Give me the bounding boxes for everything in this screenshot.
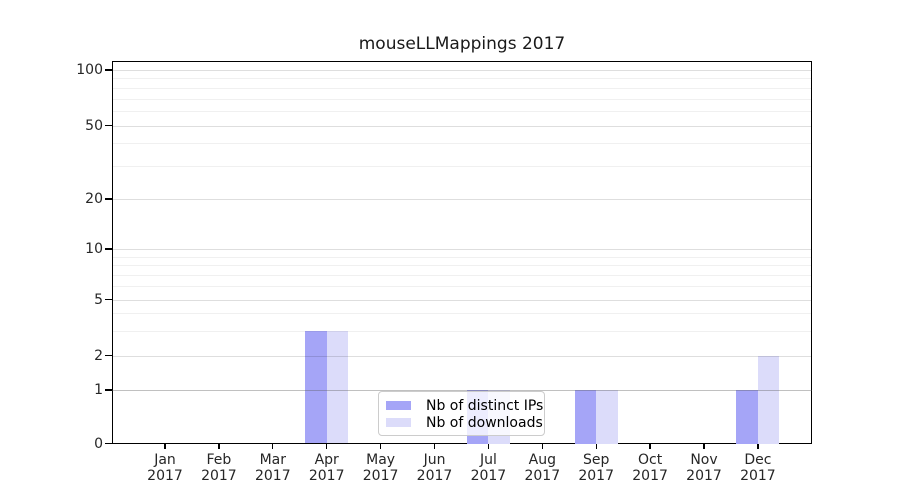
bar-nb-of-downloads-dec <box>757 355 780 444</box>
gridline-major-10 <box>112 249 812 250</box>
legend-item-nb-of-distinct-ips: Nb of distinct IPs <box>386 397 544 414</box>
gridline-major-20 <box>112 199 812 200</box>
x-tick-label-jul: Jul 2017 <box>470 452 507 484</box>
x-tick-mark-may <box>379 444 382 449</box>
y-tick-mark-0 <box>105 442 112 445</box>
gridline-minor-70 <box>112 98 812 100</box>
y-tick-label-100: 100 <box>76 62 103 78</box>
bar-nb-of-distinct-ips-apr <box>305 330 327 444</box>
gridline-minor-3 <box>112 330 812 332</box>
x-tick-label-jun: Jun 2017 <box>416 452 453 484</box>
x-tick-label-aug: Aug 2017 <box>524 452 561 484</box>
plot-area <box>112 61 812 444</box>
x-tick-label-feb: Feb 2017 <box>201 452 237 484</box>
gridline-major-50 <box>112 125 812 127</box>
y-tick-mark-50 <box>105 124 112 127</box>
gridline-minor-8 <box>112 265 812 267</box>
y-tick-label-0: 0 <box>94 435 103 452</box>
gridline-minor-9 <box>112 256 812 258</box>
x-tick-label-sep: Sep 2017 <box>578 452 614 484</box>
y-tick-mark-20 <box>105 198 112 200</box>
x-tick-mark-oct <box>649 444 651 449</box>
gridline-minor-90 <box>112 78 812 80</box>
y-tick-label-2: 2 <box>94 347 103 364</box>
x-tick-label-jan: Jan 2017 <box>147 452 183 484</box>
legend: Nb of distinct IPs Nb of downloads <box>378 391 545 436</box>
legend-swatch-nb-of-downloads <box>386 417 411 428</box>
y-tick-mark-100 <box>105 69 112 71</box>
y-tick-label-5: 5 <box>94 291 103 308</box>
y-tick-label-20: 20 <box>85 191 103 207</box>
x-tick-mark-mar <box>272 444 274 449</box>
gridline-minor-60 <box>112 110 812 112</box>
x-tick-label-nov: Nov 2017 <box>686 452 722 484</box>
gridline-major-5 <box>112 299 812 301</box>
y-tick-label-1: 1 <box>94 382 103 398</box>
gridline-major-100 <box>112 70 812 71</box>
gridline-minor-40 <box>112 143 812 145</box>
x-tick-mark-jul <box>487 444 490 449</box>
gridline-major-2 <box>112 355 812 357</box>
x-tick-label-mar: Mar 2017 <box>254 452 291 484</box>
legend-label-nb-of-downloads: Nb of downloads <box>426 414 543 431</box>
gridline-minor-4 <box>112 313 812 315</box>
legend-swatch-nb-of-distinct-ips <box>386 400 411 411</box>
y-tick-mark-2 <box>105 354 112 357</box>
bar-nb-of-downloads-sep <box>596 390 618 444</box>
legend-label-nb-of-distinct-ips: Nb of distinct IPs <box>426 397 544 414</box>
x-tick-mark-jan <box>164 444 166 449</box>
y-tick-mark-10 <box>105 248 112 250</box>
chart-title: mouseLLMappings 2017 <box>358 34 566 54</box>
y-tick-mark-1 <box>105 389 112 391</box>
gridline-major-1 <box>112 390 812 391</box>
x-tick-mark-apr <box>326 444 328 449</box>
gridline-minor-80 <box>112 87 812 89</box>
legend-item-nb-of-downloads: Nb of downloads <box>386 414 544 431</box>
bar-nb-of-downloads-apr <box>326 330 349 444</box>
y-tick-mark-5 <box>105 298 112 301</box>
x-tick-mark-feb <box>218 444 220 449</box>
x-tick-mark-dec <box>757 444 759 449</box>
x-tick-mark-jun <box>433 444 436 449</box>
x-tick-mark-sep <box>595 444 597 449</box>
x-tick-label-apr: Apr 2017 <box>308 452 345 484</box>
x-tick-mark-nov <box>703 444 705 449</box>
x-tick-mark-aug <box>541 444 543 449</box>
x-tick-label-dec: Dec 2017 <box>740 452 776 484</box>
gridline-minor-7 <box>112 274 812 276</box>
x-tick-label-may: May 2017 <box>362 452 399 484</box>
bar-nb-of-distinct-ips-dec <box>736 390 758 444</box>
bar-nb-of-distinct-ips-sep <box>574 390 597 444</box>
y-tick-label-10: 10 <box>85 241 103 257</box>
x-tick-label-oct: Oct 2017 <box>632 452 668 484</box>
gridline-minor-30 <box>112 166 812 168</box>
gridline-minor-6 <box>112 286 812 288</box>
y-tick-label-50: 50 <box>85 117 103 134</box>
